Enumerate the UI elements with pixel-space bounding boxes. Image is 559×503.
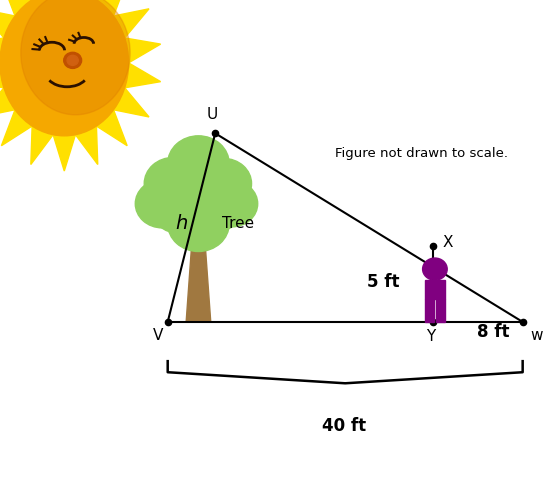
Circle shape	[196, 158, 252, 209]
Circle shape	[67, 55, 78, 65]
Text: U: U	[207, 107, 218, 122]
Polygon shape	[425, 281, 445, 299]
Text: 5 ft: 5 ft	[367, 273, 400, 291]
Text: Figure not drawn to scale.: Figure not drawn to scale.	[335, 147, 508, 160]
Circle shape	[168, 136, 229, 191]
Circle shape	[206, 181, 258, 227]
Circle shape	[180, 175, 245, 233]
Circle shape	[423, 258, 447, 280]
Circle shape	[168, 196, 229, 252]
Polygon shape	[425, 299, 434, 322]
Polygon shape	[436, 299, 445, 322]
Text: h: h	[176, 214, 188, 233]
Text: Tree: Tree	[222, 216, 254, 231]
Text: V: V	[153, 328, 163, 343]
Polygon shape	[0, 0, 160, 171]
Text: Y: Y	[426, 329, 435, 345]
Text: w: w	[530, 328, 543, 343]
Polygon shape	[186, 244, 211, 322]
Circle shape	[135, 180, 189, 228]
Ellipse shape	[21, 0, 130, 115]
Text: 40 ft: 40 ft	[322, 417, 366, 436]
Circle shape	[144, 157, 202, 210]
Circle shape	[148, 174, 215, 234]
Ellipse shape	[0, 0, 129, 136]
Circle shape	[64, 52, 82, 68]
Text: X: X	[442, 235, 453, 250]
Text: 8 ft: 8 ft	[477, 323, 509, 341]
